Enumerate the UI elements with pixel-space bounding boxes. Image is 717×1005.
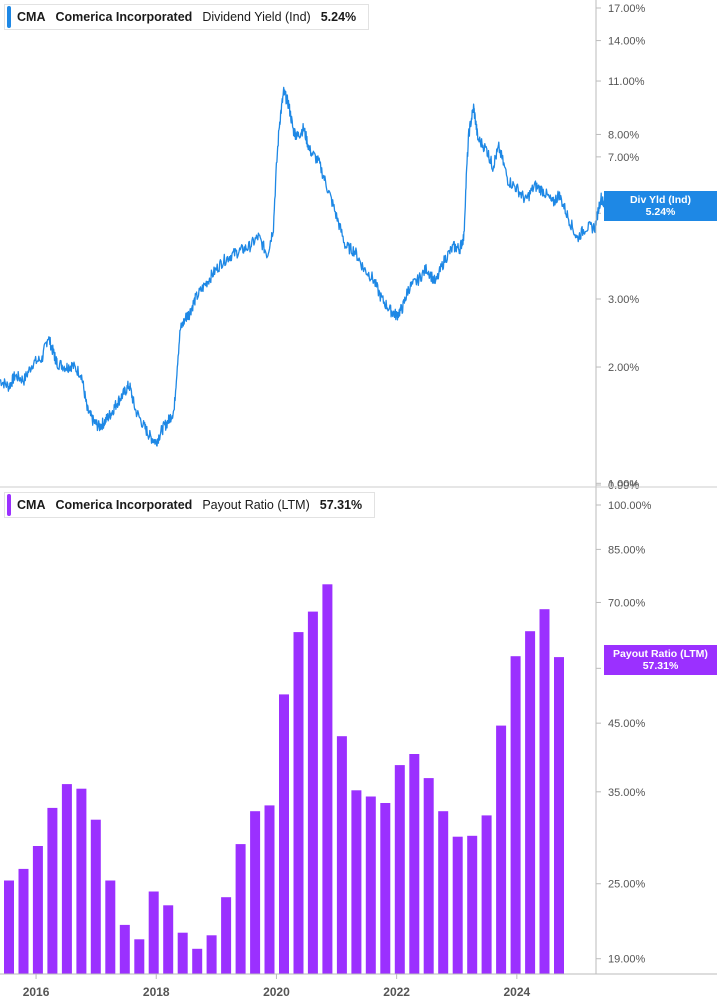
payout-bar[interactable]	[423, 778, 434, 974]
payout-bar[interactable]	[61, 784, 72, 974]
dividend-yield-line[interactable]	[0, 86, 605, 447]
payout-bar[interactable]	[467, 835, 478, 974]
payout-bar[interactable]	[4, 880, 14, 975]
payout-bar[interactable]	[105, 880, 116, 975]
payout-bar[interactable]	[119, 924, 130, 974]
payout-bar[interactable]	[525, 631, 536, 974]
x-tick-label: 2022	[383, 985, 410, 999]
x-tick-label: 2018	[143, 985, 170, 999]
bottom-axis-group: 100.00%85.00%70.00%55.00%45.00%35.00%25.…	[596, 500, 652, 966]
payout-y-tick-label: 100.00%	[608, 500, 652, 512]
payout-bar[interactable]	[510, 656, 521, 974]
top-legend-ticker: CMA	[17, 10, 46, 24]
yield-y-tick-label: 8.00%	[608, 129, 639, 141]
payout-bar[interactable]	[148, 891, 159, 975]
bottom-legend-ticker: CMA	[17, 498, 46, 512]
payout-bar[interactable]	[90, 819, 101, 974]
payout-y-tick-label: 85.00%	[608, 544, 646, 556]
payout-bar[interactable]	[279, 694, 289, 974]
payout-badge-label: Payout Ratio (LTM)	[613, 648, 708, 660]
payout-bar[interactable]	[481, 815, 492, 974]
yield-y-tick-label: 3.00%	[608, 294, 639, 306]
payout-bar[interactable]	[380, 803, 391, 974]
top-axis-group: 17.00%14.00%11.00%8.00%7.00%5.00%3.00%2.…	[596, 3, 646, 492]
bottom-legend-value: 57.31%	[319, 498, 363, 512]
x-tick-label: 2016	[23, 985, 50, 999]
payout-bar[interactable]	[438, 811, 449, 974]
payout-swatch-icon	[7, 494, 11, 516]
payout-bar[interactable]	[221, 897, 232, 974]
yield-y-tick-label: 17.00%	[608, 3, 646, 15]
payout-bar[interactable]	[365, 796, 376, 975]
bottom-legend[interactable]: CMA Comerica Incorporated Payout Ratio (…	[4, 492, 376, 518]
payout-y-tick-label: 45.00%	[608, 718, 646, 730]
payout-bar[interactable]	[307, 611, 318, 974]
yield-y-tick-label: 7.00%	[608, 152, 639, 164]
payout-bar[interactable]	[18, 868, 29, 974]
x-tick-label: 2020	[263, 985, 290, 999]
payout-bar[interactable]	[554, 657, 564, 974]
yield-swatch-icon	[7, 6, 11, 28]
top-plot-area	[0, 86, 605, 447]
yield-y-tick-label: 2.00%	[608, 362, 639, 374]
payout-bar[interactable]	[76, 788, 87, 974]
payout-bar[interactable]	[351, 790, 362, 974]
payout-value-badge: Payout Ratio (LTM) 57.31%	[604, 645, 717, 675]
payout-bar[interactable]	[336, 736, 347, 974]
bottom-legend-metric: Payout Ratio (LTM)	[202, 498, 310, 512]
top-legend-value: 5.24%	[320, 10, 357, 24]
payout-y-tick-label: 19.00%	[608, 954, 646, 966]
payout-bar[interactable]	[496, 725, 507, 974]
payout-bar[interactable]	[409, 754, 420, 974]
payout-bar[interactable]	[394, 765, 405, 974]
bottom-plot-area	[4, 584, 564, 974]
payout-bar[interactable]	[134, 939, 145, 974]
payout-bar[interactable]	[177, 932, 188, 974]
payout-y-tick-label: 25.00%	[608, 879, 646, 891]
payout-bar[interactable]	[452, 836, 463, 974]
payout-bar[interactable]	[163, 905, 174, 974]
payout-bar[interactable]	[206, 935, 217, 974]
payout-bar[interactable]	[192, 948, 203, 974]
yield-y-tick-label: 11.00%	[608, 76, 645, 88]
payout-bar[interactable]	[293, 632, 304, 974]
x-tick-label: 2024	[503, 985, 530, 999]
top-legend-metric: Dividend Yield (Ind)	[202, 10, 311, 24]
payout-badge-value: 57.31%	[642, 660, 679, 672]
payout-bar[interactable]	[322, 584, 333, 974]
payout-bar[interactable]	[235, 844, 246, 974]
yield-value-badge: Div Yld (Ind) 5.24%	[604, 191, 717, 221]
yield-y-tick-label: 0.99%	[608, 480, 639, 492]
yield-y-tick-label: 14.00%	[608, 36, 646, 48]
payout-y-tick-label: 70.00%	[608, 597, 646, 609]
bottom-legend-company: Comerica Incorporated	[55, 498, 193, 512]
top-legend-company: Comerica Incorporated	[55, 10, 193, 24]
payout-bar[interactable]	[32, 846, 43, 974]
payout-bar[interactable]	[47, 807, 58, 974]
yield-badge-value: 5.24%	[645, 206, 676, 218]
top-legend[interactable]: CMA Comerica Incorporated Dividend Yield…	[4, 4, 370, 30]
payout-y-tick-label: 35.00%	[608, 787, 646, 799]
payout-bar[interactable]	[250, 811, 261, 974]
payout-bar[interactable]	[539, 609, 550, 974]
payout-bar[interactable]	[264, 805, 275, 974]
yield-badge-label: Div Yld (Ind)	[629, 194, 692, 206]
